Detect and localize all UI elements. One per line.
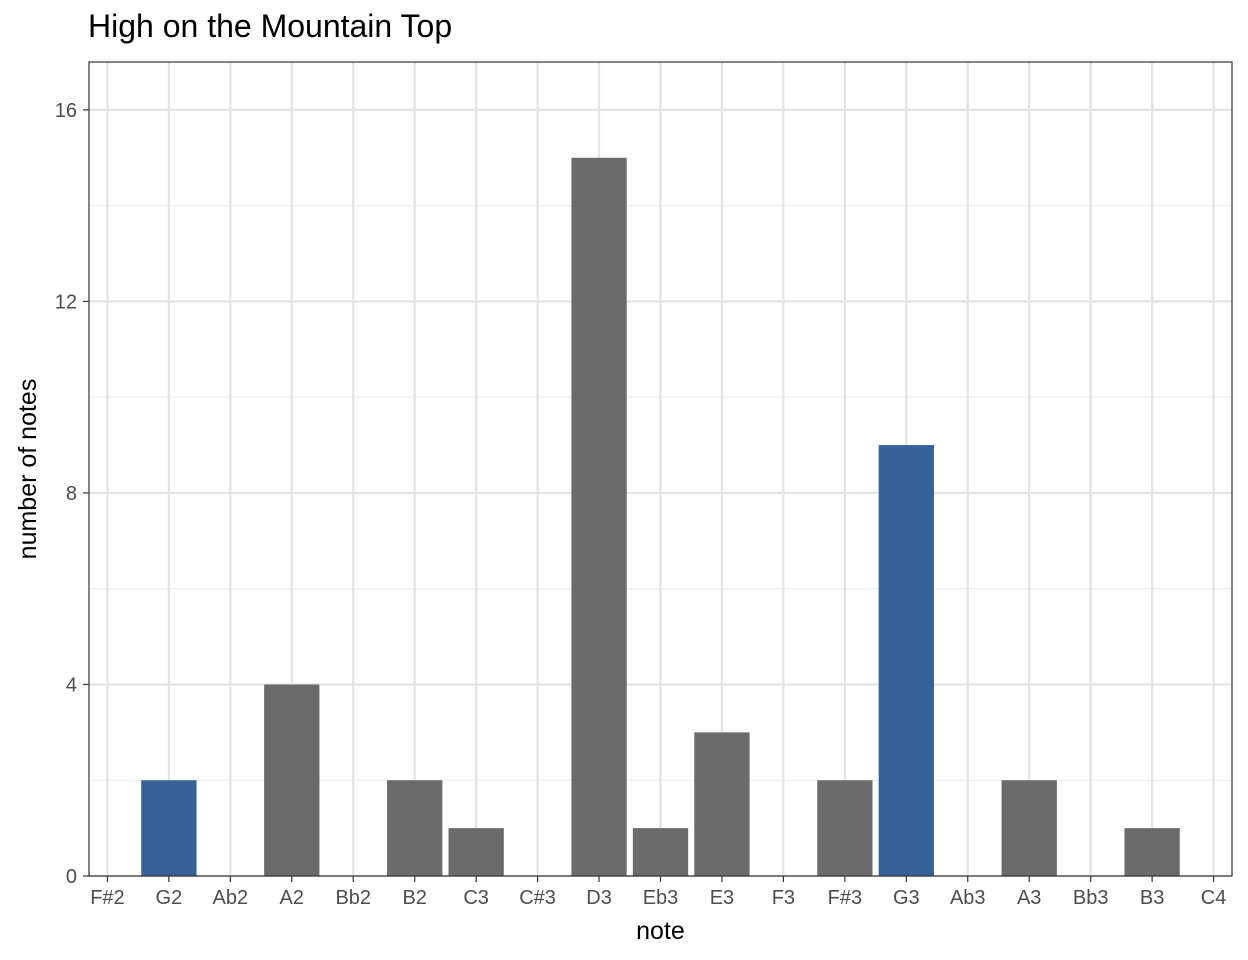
bar-e3 bbox=[694, 732, 750, 876]
x-tick-label: Bb3 bbox=[1073, 887, 1109, 909]
x-axis: F#2 G2 Ab2 A2 Bb2 B2 C3 C#3 D3 Eb3 E3 F3 F#3 G3 Ab3 A3 B… bbox=[90, 876, 1226, 909]
x-tick-label: B3 bbox=[1140, 887, 1164, 909]
bar-fsharp3 bbox=[817, 780, 873, 876]
bar-g3 bbox=[878, 445, 934, 876]
y-tick-label: 12 bbox=[55, 291, 77, 313]
x-tick-label: Bb2 bbox=[335, 887, 371, 909]
y-tick-label: 8 bbox=[66, 483, 77, 505]
x-tick-label: Ab2 bbox=[213, 887, 249, 909]
x-tick-label: F#3 bbox=[828, 887, 862, 909]
x-tick-label: G3 bbox=[893, 887, 920, 909]
x-tick-label: A3 bbox=[1017, 887, 1041, 909]
bar-b2 bbox=[387, 780, 443, 876]
bar-d3 bbox=[571, 157, 627, 876]
bar-c3 bbox=[448, 828, 504, 876]
x-tick-label: D3 bbox=[586, 887, 612, 909]
y-axis-title: number of notes bbox=[14, 379, 42, 560]
x-tick-label: E3 bbox=[710, 887, 734, 909]
x-tick-label: C#3 bbox=[519, 887, 556, 909]
bar-b3 bbox=[1124, 828, 1180, 876]
bars bbox=[141, 157, 1180, 876]
x-tick-label: A2 bbox=[280, 887, 304, 909]
y-axis: 0 4 8 12 16 bbox=[55, 100, 89, 888]
bar-g2 bbox=[141, 780, 197, 876]
x-axis-title: note bbox=[636, 917, 685, 945]
x-tick-label: B2 bbox=[402, 887, 426, 909]
bar-a3 bbox=[1001, 780, 1057, 876]
x-tick-label: Eb3 bbox=[643, 887, 679, 909]
y-tick-label: 4 bbox=[66, 674, 77, 696]
x-tick-label: F3 bbox=[772, 887, 795, 909]
x-tick-label: F#2 bbox=[90, 887, 124, 909]
bar-a2 bbox=[264, 684, 320, 876]
bar-eb3 bbox=[632, 828, 689, 876]
x-tick-label: C4 bbox=[1201, 887, 1227, 909]
x-tick-label: C3 bbox=[463, 887, 489, 909]
chart-title: High on the Mountain Top bbox=[88, 8, 453, 44]
x-tick-label: G2 bbox=[156, 887, 183, 909]
y-tick-label: 16 bbox=[55, 100, 77, 122]
y-tick-label: 0 bbox=[66, 866, 77, 888]
x-tick-label: Ab3 bbox=[950, 887, 986, 909]
major-gridlines bbox=[89, 62, 1232, 878]
